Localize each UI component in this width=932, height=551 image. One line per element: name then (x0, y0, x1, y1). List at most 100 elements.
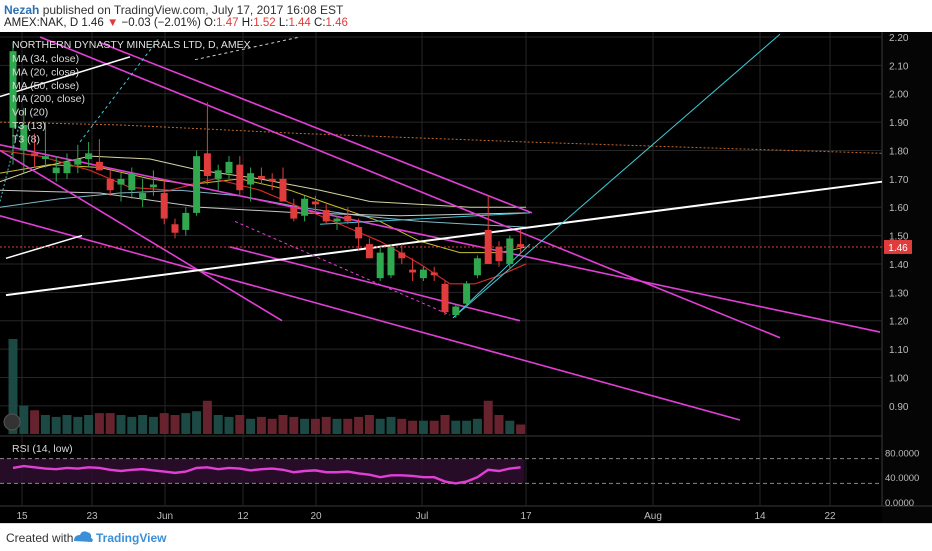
candle-body[interactable] (333, 218, 341, 222)
candle-body[interactable] (279, 178, 287, 202)
candle-body[interactable] (128, 173, 136, 191)
volume-bar (19, 405, 29, 434)
candle-body[interactable] (355, 227, 363, 239)
candle-body[interactable] (344, 215, 352, 222)
low-value: 1.44 (288, 17, 311, 29)
volume-bar (84, 415, 94, 434)
cyan-support-line (452, 243, 531, 319)
candle-body[interactable] (171, 224, 179, 233)
price-tick-label: 1.00 (889, 373, 909, 384)
channel-line (99, 41, 533, 214)
volume-bar (483, 400, 493, 434)
time-tick-label: 12 (237, 511, 249, 522)
candle-body[interactable] (52, 167, 60, 174)
price-tick-label: 2.10 (889, 61, 909, 72)
open-label: O: (204, 17, 217, 29)
candle-body[interactable] (95, 161, 103, 171)
candle-body[interactable] (419, 269, 427, 279)
volume-bar (462, 420, 472, 434)
high-label: H: (241, 17, 254, 29)
volume-bar (213, 415, 223, 434)
high-value: 1.52 (253, 17, 276, 29)
candle-body[interactable] (495, 246, 503, 262)
candle-body[interactable] (268, 178, 276, 182)
volume-bar (494, 415, 504, 434)
volume-bar (451, 420, 461, 434)
time-tick-label: 14 (754, 511, 766, 522)
candle-body[interactable] (9, 51, 17, 128)
cyan-fan-line (452, 33, 781, 319)
candle-body[interactable] (247, 173, 255, 185)
candle-body[interactable] (41, 156, 49, 159)
candle-body[interactable] (463, 283, 471, 304)
rsi-tick-label: 80.0000 (885, 448, 919, 459)
candle-body[interactable] (311, 201, 319, 205)
volume-bar (332, 418, 342, 434)
candle-body[interactable] (365, 244, 373, 259)
candle-body[interactable] (387, 246, 395, 276)
created-with-label: Created with (6, 531, 74, 545)
footer: Created with TradingView (0, 523, 932, 551)
publish-line: Nezah published on TradingView.com, July… (4, 3, 343, 17)
legend-entry[interactable]: MA (34, close) (12, 53, 79, 65)
candle-body[interactable] (139, 193, 147, 199)
candle-body[interactable] (441, 283, 449, 313)
legend-entry[interactable]: T3 (8) (12, 133, 40, 145)
candle-body[interactable] (214, 170, 222, 179)
candle-body[interactable] (193, 156, 201, 213)
price-tick-label: 0.90 (889, 402, 909, 413)
candle-body[interactable] (117, 178, 125, 185)
candle-body[interactable] (203, 153, 211, 177)
candle-body[interactable] (301, 198, 309, 216)
candle-body[interactable] (452, 306, 460, 316)
candle-body[interactable] (85, 153, 93, 159)
legend-entry[interactable]: MA (20, close) (12, 66, 79, 78)
volume-bar (505, 420, 515, 434)
candle-body[interactable] (106, 178, 114, 191)
legend-entry[interactable]: MA (50, close) (12, 80, 79, 92)
volume-bar (321, 416, 331, 434)
volume-bar (8, 339, 18, 434)
candle-body[interactable] (149, 184, 157, 188)
volume-bar (116, 415, 126, 434)
candle-body[interactable] (257, 176, 265, 179)
candle-body[interactable] (376, 252, 384, 279)
chart-title: NORTHERN DYNASTY MINERALS LTD, D, AMEX (12, 39, 251, 51)
candle-body[interactable] (409, 269, 417, 273)
cyan-horizontal-line (319, 212, 531, 225)
price-tick-label: 1.30 (889, 288, 909, 299)
tradingview-brand[interactable]: TradingView (96, 531, 167, 545)
time-tick-label: 15 (16, 511, 28, 522)
candle-body[interactable] (182, 212, 190, 230)
author-name[interactable]: Nezah (4, 3, 40, 17)
candle-body[interactable] (322, 210, 330, 222)
volume-bar (267, 418, 277, 434)
volume-bar (440, 415, 450, 434)
legend-entry[interactable]: MA (200, close) (12, 93, 85, 105)
candle-body[interactable] (473, 258, 481, 276)
candle-body[interactable] (236, 164, 244, 191)
candle-body[interactable] (398, 252, 406, 259)
candle-body[interactable] (160, 193, 168, 219)
candle-body[interactable] (517, 244, 525, 247)
candle-body[interactable] (63, 161, 71, 174)
candle-body[interactable] (506, 238, 514, 264)
chart-header: Nezah published on TradingView.com, July… (0, 0, 932, 32)
candle-body[interactable] (430, 272, 438, 276)
candle-body[interactable] (20, 124, 28, 151)
candle-body[interactable] (74, 158, 82, 165)
legend-entry[interactable]: Vol (20) (12, 107, 48, 119)
candle-body[interactable] (31, 153, 39, 157)
candle-body[interactable] (290, 207, 298, 219)
volume-bar (343, 418, 353, 434)
time-tick-label: 17 (520, 511, 532, 522)
low-label: L: (278, 17, 289, 29)
pane-eye-icon[interactable] (3, 413, 21, 431)
rsi-legend[interactable]: RSI (14, low) (12, 443, 73, 455)
legend-entry[interactable]: T3 (13) (12, 120, 46, 132)
candle-body[interactable] (225, 161, 233, 174)
chart-canvas[interactable]: 2.20 2.10 2.00 1.90 1.80 1.70 1.60 1.50 1.40 1.30… (0, 32, 932, 523)
volume-bar (51, 416, 61, 434)
volume-bar (94, 413, 104, 434)
volume-bar (159, 413, 169, 434)
